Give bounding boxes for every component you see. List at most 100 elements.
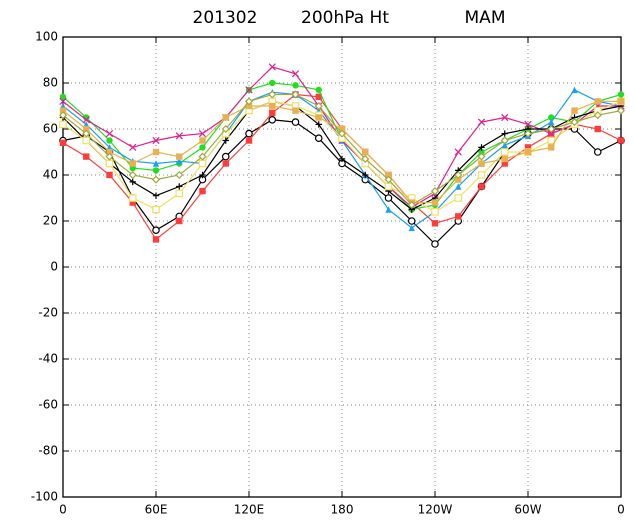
marker bbox=[152, 136, 160, 145]
marker bbox=[268, 116, 277, 124]
marker bbox=[430, 187, 440, 196]
marker bbox=[407, 200, 416, 209]
y-tick-label: -80 bbox=[38, 444, 58, 458]
marker bbox=[151, 175, 161, 184]
marker bbox=[292, 107, 299, 114]
marker bbox=[571, 86, 578, 94]
marker bbox=[570, 118, 579, 127]
y-tick-label: 60 bbox=[43, 122, 58, 136]
marker bbox=[547, 129, 555, 138]
marker bbox=[222, 160, 229, 167]
marker bbox=[547, 124, 556, 134]
marker bbox=[176, 153, 183, 160]
x-tick-label: 0 bbox=[617, 503, 625, 517]
marker bbox=[501, 130, 508, 137]
marker bbox=[500, 136, 509, 145]
marker bbox=[617, 91, 625, 98]
marker bbox=[59, 107, 67, 114]
marker bbox=[548, 144, 555, 151]
marker bbox=[384, 194, 393, 202]
marker bbox=[59, 97, 67, 106]
marker bbox=[268, 63, 276, 71]
marker bbox=[199, 187, 206, 195]
marker bbox=[315, 86, 322, 94]
marker bbox=[152, 192, 160, 199]
marker bbox=[337, 129, 347, 138]
marker bbox=[152, 148, 160, 156]
marker bbox=[478, 144, 485, 151]
marker bbox=[477, 152, 486, 161]
marker bbox=[245, 102, 253, 110]
marker bbox=[221, 124, 230, 134]
marker bbox=[501, 113, 509, 122]
marker bbox=[524, 148, 532, 156]
marker bbox=[292, 82, 299, 89]
x-tick-label: 120E bbox=[234, 503, 265, 517]
marker bbox=[523, 129, 533, 138]
marker bbox=[82, 136, 91, 145]
marker bbox=[478, 160, 485, 167]
marker bbox=[478, 148, 485, 156]
y-tick-label: 100 bbox=[35, 30, 58, 44]
series-line bbox=[62, 100, 621, 204]
marker bbox=[128, 170, 137, 180]
marker bbox=[571, 107, 578, 114]
marker bbox=[105, 159, 114, 168]
marker bbox=[106, 148, 113, 156]
marker bbox=[269, 109, 276, 117]
marker bbox=[454, 170, 463, 180]
marker bbox=[82, 129, 91, 138]
y-tick-label: -100 bbox=[31, 490, 58, 504]
marker bbox=[314, 101, 323, 111]
marker bbox=[199, 171, 206, 179]
marker bbox=[199, 144, 206, 151]
marker bbox=[362, 148, 369, 156]
marker bbox=[477, 118, 486, 126]
marker bbox=[431, 220, 439, 227]
marker bbox=[616, 106, 626, 115]
marker bbox=[152, 226, 160, 235]
marker bbox=[245, 129, 253, 138]
marker bbox=[83, 153, 90, 160]
marker bbox=[176, 158, 183, 165]
marker bbox=[385, 206, 392, 213]
marker bbox=[454, 148, 462, 156]
y-tick-label: -20 bbox=[38, 306, 58, 320]
marker bbox=[105, 152, 114, 161]
marker bbox=[478, 183, 485, 190]
marker bbox=[105, 129, 114, 138]
marker bbox=[524, 120, 532, 129]
marker bbox=[244, 97, 254, 106]
marker bbox=[221, 152, 230, 161]
marker bbox=[524, 144, 532, 151]
y-tick-label: 0 bbox=[50, 260, 58, 274]
marker bbox=[547, 136, 556, 145]
marker bbox=[408, 224, 415, 232]
marker bbox=[594, 98, 601, 105]
marker bbox=[129, 199, 136, 206]
marker bbox=[548, 118, 555, 126]
marker bbox=[198, 159, 207, 168]
marker bbox=[407, 217, 416, 225]
marker bbox=[175, 189, 184, 198]
marker bbox=[198, 152, 207, 161]
title-season: MAM bbox=[465, 8, 506, 28]
marker bbox=[59, 93, 67, 101]
plot-frame bbox=[62, 36, 622, 498]
x-tick-label: 120W bbox=[418, 503, 453, 517]
title-date: 201302 bbox=[193, 8, 258, 28]
marker bbox=[58, 111, 68, 120]
marker bbox=[82, 116, 90, 124]
marker bbox=[129, 178, 136, 186]
marker bbox=[152, 236, 160, 243]
marker bbox=[176, 183, 183, 190]
marker bbox=[455, 213, 462, 220]
marker bbox=[269, 79, 276, 87]
marker bbox=[454, 194, 463, 202]
marker bbox=[501, 155, 508, 163]
marker bbox=[617, 137, 625, 144]
marker bbox=[593, 111, 602, 120]
title-field: 200hPa Ht bbox=[301, 8, 389, 28]
marker bbox=[59, 139, 67, 146]
marker bbox=[198, 129, 207, 138]
